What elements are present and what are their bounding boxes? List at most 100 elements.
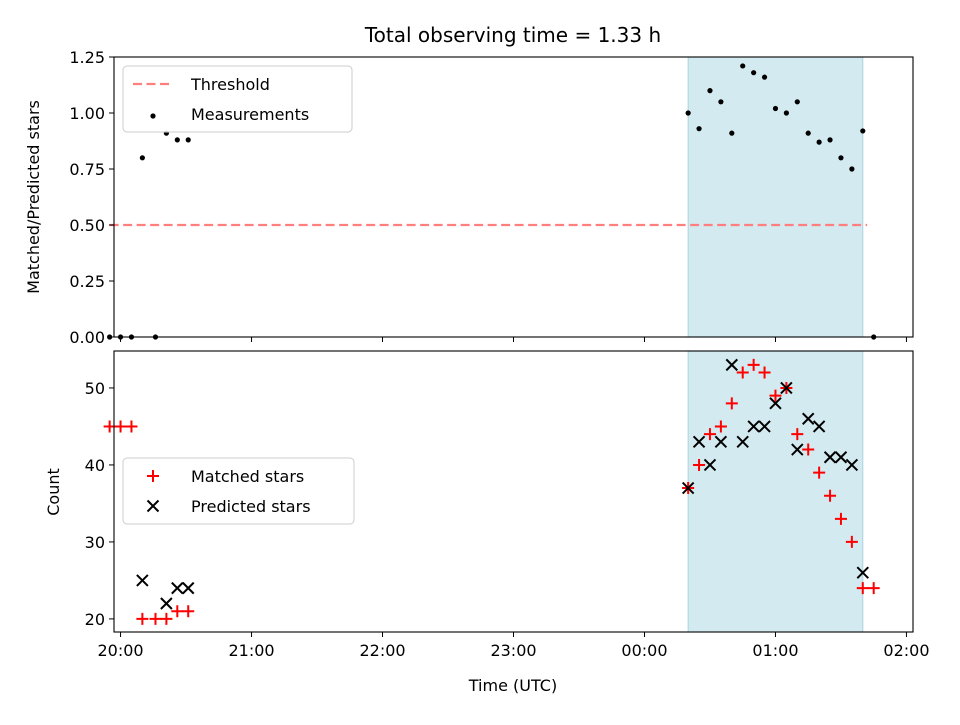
axes-frame — [113, 350, 914, 633]
x-tick-label: 22:00 — [359, 641, 405, 660]
predicted-stars-point — [747, 420, 760, 433]
matched-stars-point — [136, 612, 149, 625]
legend-label-predicted-stars: Predicted stars — [191, 497, 311, 516]
predicted-stars-point — [856, 566, 869, 579]
predicted-stars-point — [791, 443, 804, 456]
measurements-point — [751, 70, 757, 76]
matched-stars-point — [747, 358, 760, 371]
y-tick-label: 40 — [85, 456, 105, 475]
legend-swatch-matched-stars — [147, 470, 159, 482]
measurements-point — [729, 130, 735, 136]
matched-stars-point — [171, 605, 184, 618]
measurements-point — [827, 137, 833, 143]
legend-label-measurements: Measurements — [191, 105, 309, 124]
measurements-point — [185, 137, 191, 143]
matched-stars-point — [802, 443, 815, 456]
matched-stars-point — [114, 420, 127, 433]
matched-stars-point — [703, 428, 716, 441]
measurements-point — [772, 105, 779, 112]
chart-title: Total observing time = 1.33 h — [364, 23, 661, 47]
bottom-y-axis-label: Count — [44, 468, 63, 516]
predicted-stars-point — [725, 358, 739, 372]
matched-stars-point — [725, 397, 738, 410]
predicted-stars-point — [692, 435, 706, 449]
predicted-stars-point — [171, 581, 184, 595]
predicted-stars-point — [823, 451, 837, 464]
matched-stars-point — [125, 420, 138, 433]
measurements-point — [805, 130, 811, 136]
predicted-stars-point — [136, 574, 149, 587]
measurements-point — [816, 139, 822, 145]
legend-label-threshold: Threshold — [190, 75, 270, 94]
measurements-point — [685, 110, 691, 116]
predicted-stars-point — [769, 397, 782, 410]
matched-stars-point — [182, 605, 195, 618]
matched-stars-point — [769, 389, 782, 402]
predicted-stars-point — [160, 597, 173, 610]
predicted-stars-point — [802, 412, 815, 425]
measurements-point — [860, 128, 866, 134]
measurements-point — [849, 166, 855, 172]
y-tick-label: 1.25 — [69, 48, 105, 67]
predicted-stars-point — [812, 420, 826, 433]
shaded-interval — [687, 56, 864, 338]
matched-stars-point — [714, 420, 727, 433]
measurements-point — [139, 155, 145, 161]
x-tick-label: 21:00 — [228, 641, 274, 660]
matched-stars-point — [736, 366, 749, 379]
y-tick-label: 20 — [85, 610, 105, 629]
predicted-stars-point — [834, 451, 848, 464]
measurements-point — [761, 74, 768, 80]
y-tick-label: 0.50 — [69, 216, 105, 235]
x-tick-label: 01:00 — [752, 641, 798, 660]
matched-stars-point — [845, 535, 858, 548]
top-panel: 0.00 0.25 0.50 0.75 1.00 1.25 Threshold Measure… — [69, 48, 914, 347]
matched-stars-point — [834, 512, 847, 525]
measurements-point — [718, 99, 724, 105]
matched-stars-point — [813, 466, 826, 479]
matched-stars-point — [791, 428, 804, 441]
y-tick-label: 0.75 — [69, 160, 105, 179]
x-tick-label: 23:00 — [490, 641, 536, 660]
matched-stars-point — [160, 612, 173, 625]
legend-box — [122, 457, 355, 525]
x-tick-label: 20:00 — [97, 641, 143, 660]
matched-stars-point — [867, 582, 880, 595]
measurements-point — [174, 137, 180, 143]
matched-stars-point — [693, 458, 706, 471]
matched-stars-point — [149, 612, 162, 625]
x-tick-label: 02:00 — [883, 641, 929, 660]
y-tick-label: 30 — [85, 533, 105, 552]
y-tick-label: 1.00 — [69, 104, 105, 123]
legend-box — [122, 65, 353, 133]
top-y-axis-label: Matched/Predicted stars — [24, 100, 43, 294]
measurements-point — [707, 88, 713, 94]
measurements-point — [794, 99, 800, 105]
predicted-stars-point — [681, 481, 695, 495]
predicted-stars-point — [703, 458, 717, 472]
predicted-stars-point — [736, 435, 749, 449]
legend-swatch-measurements — [150, 113, 156, 119]
predicted-stars-point — [182, 581, 195, 595]
y-tick-label: 0.25 — [69, 272, 105, 291]
matched-stars-point — [824, 489, 837, 502]
matched-stars-point — [856, 582, 869, 595]
legend-label-matched-stars: Matched stars — [191, 467, 304, 486]
y-tick-label: 50 — [85, 379, 105, 398]
legend-swatch-predicted-stars — [146, 499, 160, 513]
predicted-stars-point — [780, 381, 793, 395]
predicted-stars-point — [845, 458, 859, 472]
bottom-panel: 20 30 40 50 20:00 21:00 22:00 23:00 00:00 01:00 02… — [85, 350, 930, 660]
predicted-stars-point — [714, 435, 728, 449]
matched-stars-point — [758, 366, 771, 379]
measurements-point — [740, 63, 746, 69]
measurements-point — [838, 155, 844, 161]
predicted-stars-point — [758, 420, 771, 433]
axes-frame — [113, 56, 914, 338]
x-axis-label: Time (UTC) — [468, 676, 557, 695]
measurements-point — [696, 126, 702, 132]
measurements-point — [783, 110, 789, 116]
x-tick-label: 00:00 — [621, 641, 667, 660]
